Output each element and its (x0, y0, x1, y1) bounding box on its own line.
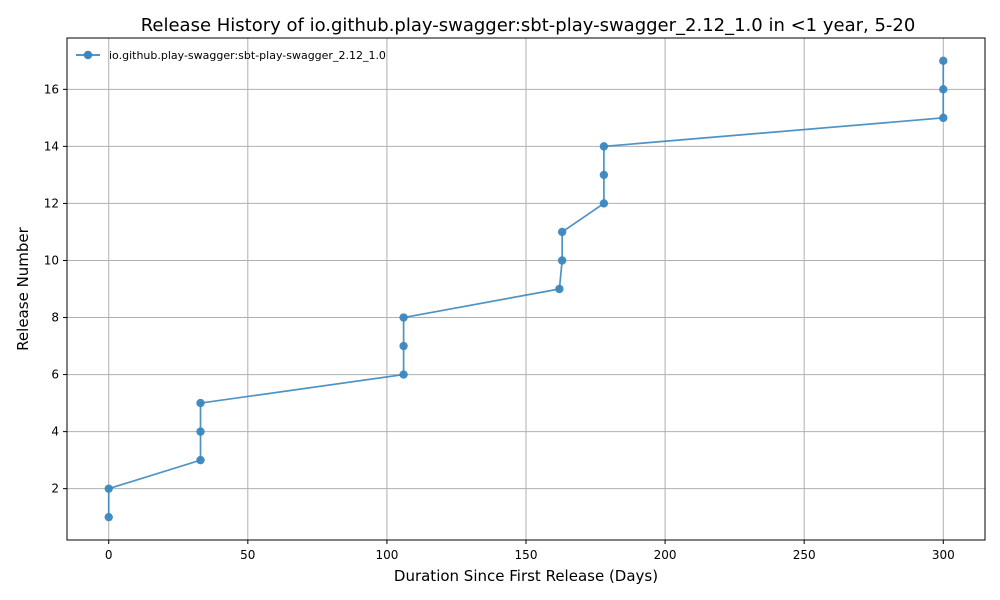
y-tick-label: 4 (51, 425, 59, 439)
data-point (939, 113, 948, 123)
data-point (399, 370, 408, 379)
data-point (599, 170, 609, 180)
x-tick-label: 50 (240, 548, 255, 562)
data-point (196, 455, 205, 465)
data-point (196, 427, 205, 436)
y-tick-label: 8 (51, 311, 59, 325)
series-layer (104, 56, 948, 522)
legend: io.github.play-swagger:sbt-play-swagger_… (76, 49, 386, 62)
data-point (557, 256, 567, 265)
data-point (599, 142, 609, 151)
x-tick-label: 250 (793, 548, 816, 562)
data-point (196, 398, 205, 408)
y-tick-label: 12 (44, 196, 59, 210)
data-point (104, 512, 113, 522)
data-point (939, 56, 948, 66)
x-tick-label: 150 (515, 548, 538, 562)
y-tick-label: 16 (44, 82, 59, 96)
data-point (399, 341, 408, 351)
axis-ticks: 0 50 100 150 200 250 300 2 4 6 8 10 12 14 16 (44, 82, 955, 562)
data-point (599, 199, 609, 208)
legend-marker (83, 50, 93, 60)
data-point (939, 85, 948, 94)
y-axis-label: Release Number (14, 226, 32, 350)
data-point (399, 313, 408, 322)
x-axis-label: Duration Since First Release (Days) (394, 567, 658, 585)
data-point (104, 484, 113, 493)
x-tick-label: 100 (375, 548, 398, 562)
x-tick-label: 300 (932, 548, 955, 562)
chart-title: Release History of io.github.play-swagge… (141, 15, 916, 36)
y-tick-label: 10 (44, 253, 59, 267)
x-tick-label: 0 (105, 548, 113, 562)
grid-lines (67, 38, 985, 540)
y-tick-label: 14 (44, 139, 59, 153)
data-point (555, 284, 564, 294)
legend-label: io.github.play-swagger:sbt-play-swagger_… (109, 49, 386, 62)
y-tick-label: 6 (51, 368, 59, 382)
y-tick-label: 2 (51, 482, 59, 496)
x-tick-label: 200 (654, 548, 677, 562)
data-point (557, 227, 567, 237)
